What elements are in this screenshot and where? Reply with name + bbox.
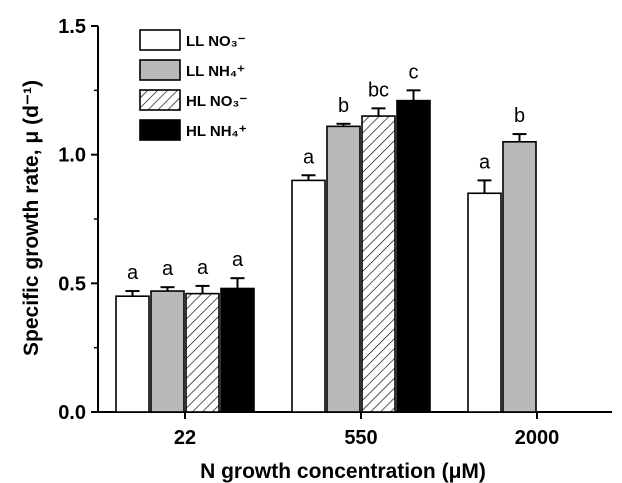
x-tick-label: 550 [344,427,377,449]
significance-letter: a [162,258,174,280]
y-axis-title: Specific growth rate, μ (d⁻¹) [20,80,43,356]
bar [361,115,396,413]
bar [396,99,431,413]
legend: LL NO₃⁻ LL NH₄⁺ HL NO₃⁻ HL NH₄⁺ [139,29,247,141]
significance-letter: b [338,95,349,117]
bar [150,290,185,413]
y-tick-label: 0.5 [58,273,86,295]
significance-letter: a [303,146,315,168]
bar [326,125,361,413]
significance-letter: a [479,151,491,173]
x-tick-label: 22 [174,427,196,449]
x-axis-title: N growth concentration (μM) [200,460,486,483]
legend-label: HL NO₃⁻ [186,93,247,110]
bar [502,141,537,413]
x-tick-label: 2000 [515,427,560,449]
significance-letter: a [197,257,209,279]
bars [115,89,537,413]
significance-letter: a [232,249,244,271]
legend-swatch [139,119,181,141]
bar [115,295,150,413]
significance-letter: bc [368,79,389,101]
legend-label: LL NH₄⁺ [186,63,245,80]
bar [185,292,220,413]
legend-swatch [139,89,181,111]
significance-letter: b [514,105,525,127]
significance-letter: c [409,61,419,83]
bar [220,287,255,413]
significance-letter: a [127,262,139,284]
bar [467,192,502,413]
legend-label: LL NO₃⁻ [186,33,246,50]
bar [291,179,326,413]
y-tick-label: 1.5 [58,16,86,38]
legend-swatch [139,59,181,81]
y-tick-label: 0.0 [58,402,86,424]
legend-label: HL NH₄⁺ [186,123,247,140]
legend-swatch [139,29,181,51]
y-tick-label: 1.0 [58,145,86,167]
